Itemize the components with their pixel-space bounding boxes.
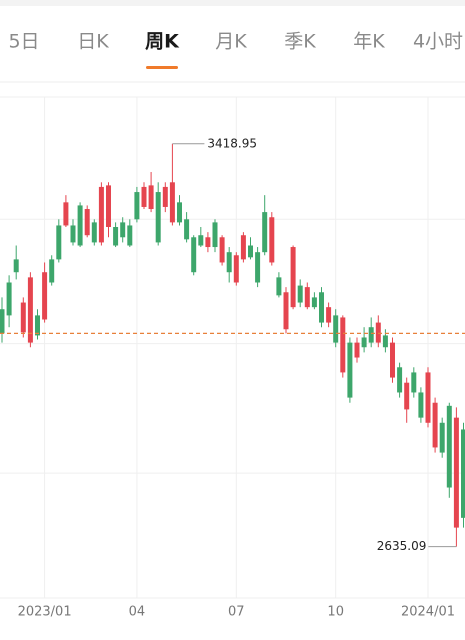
candle-body [35,315,40,336]
candle-body [276,277,282,296]
candle-body [446,405,452,488]
candle-body [361,337,367,348]
candle-body [177,202,182,223]
tab-underline [146,66,178,69]
x-tick-label: 2023/01 [18,605,72,620]
candle-body [49,259,55,283]
candle-body [333,315,339,343]
candle-body [0,309,5,334]
candle-body [304,287,310,308]
candle-body [354,342,360,358]
candle-body [382,335,388,348]
candle-body [233,255,239,283]
tab[interactable]: 日K [77,31,109,53]
candle-body [290,247,296,308]
candle-body [120,222,126,238]
candle-body [219,237,225,263]
candle-body [255,252,261,283]
candle-body [397,367,403,393]
candle-body [212,222,218,248]
candle-body [13,259,19,273]
x-tick-label: 10 [327,605,344,620]
candle-body [84,209,90,236]
candle-body [248,245,253,258]
candle-body [425,372,431,423]
candle-body [155,192,161,243]
candle-body [198,235,204,246]
candle-body [42,272,48,320]
candle-body [311,297,317,308]
candle-body [453,417,459,528]
candle-body [77,205,83,246]
candle-body [418,392,424,418]
candle-body [148,185,154,210]
candle-body [141,186,147,207]
candle-body [106,185,111,228]
tab[interactable]: 年K [353,31,385,53]
candle-body [98,186,104,243]
candle-body [134,192,140,220]
candle-body [70,225,76,243]
candle-body [27,277,33,343]
candle-body [326,307,332,323]
candle-body [56,225,62,260]
tab[interactable]: 月K [215,31,247,53]
x-tick-label: 04 [129,605,146,620]
candle-body [390,342,395,378]
candle-body [439,422,445,453]
candle-body [411,372,417,393]
low-label: 2635.09 [377,539,427,553]
candle-body [6,282,12,316]
candle-body [191,237,197,273]
candle-body [262,212,268,253]
x-tick-label: 2024/01 [401,605,455,620]
candle-body [375,322,381,343]
candle-body [20,302,26,333]
candle-body [127,225,133,246]
candle-body [347,342,353,398]
x-tick-label: 07 [228,605,245,620]
candle-body [432,402,438,448]
candle-body [184,219,190,240]
candle-body [368,327,374,343]
candle-body [461,429,465,518]
candle-body [297,285,303,303]
candle-body [162,186,168,207]
top-strip [0,0,465,6]
candle-body [269,217,275,263]
candle-body [205,237,211,248]
tab[interactable]: 季K [284,31,316,53]
tab[interactable]: 4小时 [413,31,463,53]
candle-body [240,235,246,260]
candle-body [169,182,175,223]
candle-body [113,227,119,246]
candle-body [91,222,97,243]
candle-body [340,317,346,373]
tab[interactable]: 周K [145,31,180,53]
candle-body [226,252,232,273]
candle-body [319,292,324,323]
candle-body [404,382,410,410]
high-label: 3418.95 [207,136,257,150]
candle-body [63,202,69,226]
tab[interactable]: 5日 [8,31,39,53]
candle-body [283,292,289,330]
